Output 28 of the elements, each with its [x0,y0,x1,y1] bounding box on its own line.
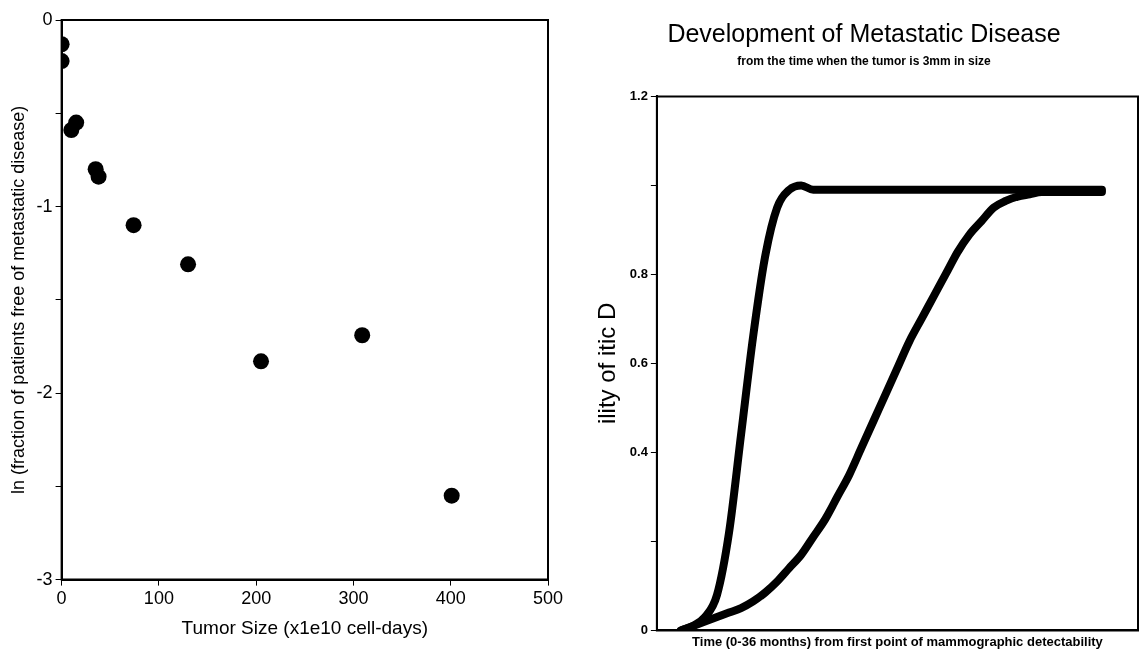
x-tick-label: 400 [435,588,466,609]
point [354,327,371,344]
point [90,168,107,185]
y-tick-label: -2 [36,382,53,403]
x-tick-label: 0 [56,588,67,609]
point [180,256,197,273]
x-axis-title: Time (0-36 months) from first point of mammographic detectability [692,633,1104,649]
y-tick-label: -3 [36,568,53,589]
y-axis-title: ility of itic D [593,302,621,425]
y-tick-label: 0 [42,8,53,29]
y-tick-label: 1.2 [629,87,648,103]
point [63,122,80,139]
point [443,487,460,504]
x-axis-title: Tumor Size (x1e10 cell-days) [181,616,428,638]
x-tick-label: 100 [143,588,174,609]
y-tick-label: -1 [36,195,53,216]
chart-subtitle: from the time when the tumor is 3mm in size [737,53,992,68]
x-tick-label: 200 [241,588,272,609]
x-tick-label: 500 [532,588,564,609]
x-tick-label: 300 [338,588,369,609]
point [253,353,270,370]
y-tick-label: 0.4 [629,443,649,459]
point [125,217,142,234]
y-tick-label: 0.8 [629,265,648,281]
y-axis-title: ln (fraction of patients free of metastatic disease) [7,105,28,494]
y-tick-label: 0 [640,621,648,637]
chart-title: Development of Metastatic Disease [667,18,1061,47]
y-tick-label: 0.6 [629,354,648,370]
